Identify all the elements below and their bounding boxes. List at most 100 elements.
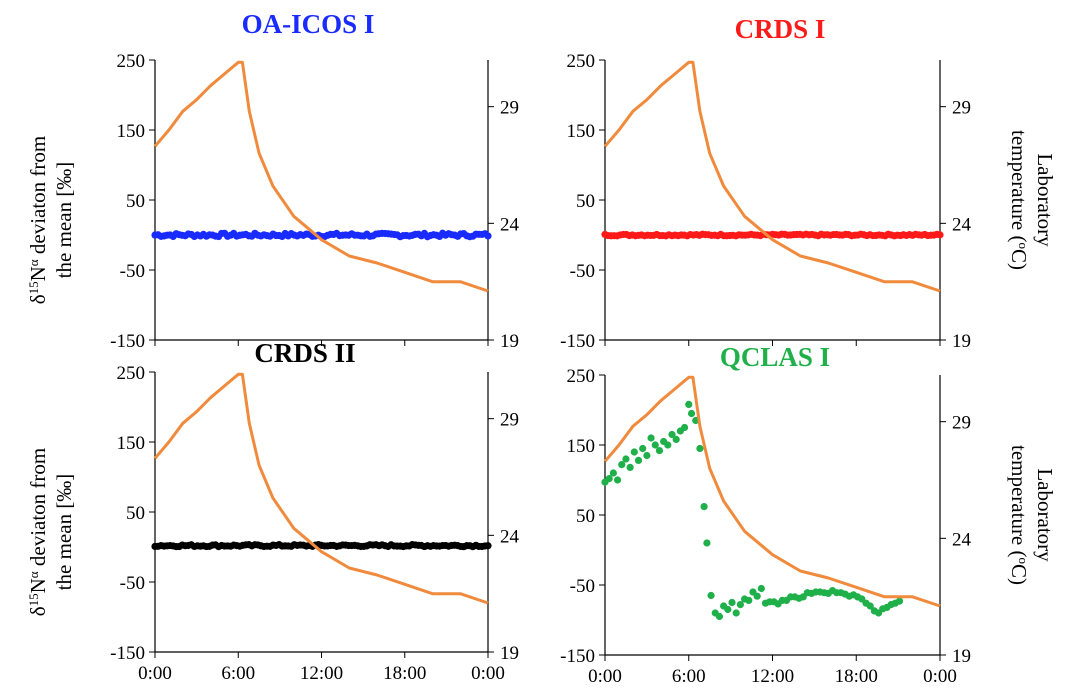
x-tick-label: 12:00 (751, 666, 794, 687)
data-point (626, 463, 634, 471)
y2-axis-label-line1: Laboratory (1033, 468, 1057, 562)
y-tick-label: 250 (567, 366, 596, 387)
y-tick-label: 150 (567, 121, 596, 142)
y-axis-label-line2: the mean [‰] (52, 474, 76, 591)
data-point (609, 469, 617, 477)
x-tick-label: 18:00 (383, 663, 426, 684)
y-axis-label-sup: 15 (26, 593, 41, 606)
y-axis-label-alpha: α (26, 259, 41, 266)
data-point (728, 598, 736, 607)
chart-title: CRDS I (735, 14, 826, 44)
y-tick-label: -50 (120, 261, 145, 282)
data-point (866, 602, 874, 610)
data-point (687, 409, 696, 418)
y-tick-label: 150 (117, 433, 146, 454)
y-axis-label-rest: deviaton from (26, 448, 50, 572)
y-tick-label: -50 (570, 261, 595, 282)
y-tick-label: 50 (576, 191, 595, 212)
y-tick-label: 150 (567, 436, 596, 457)
y2-tick-label: 24 (500, 214, 520, 235)
x-tick-label: 0:00 (471, 663, 505, 684)
chart-title: OA-ICOS I (242, 9, 375, 39)
data-point (634, 456, 643, 464)
y-axis-label-alpha: α (26, 571, 41, 578)
y2-tick-label: 29 (500, 98, 519, 119)
data-point (685, 400, 693, 408)
x-tick-label: 0:00 (923, 666, 957, 687)
data-point (613, 476, 622, 484)
y2-axis-label-line1: Laboratory (1033, 153, 1057, 247)
y2-axis-label-unit: C) (1007, 564, 1031, 585)
data-point (736, 601, 744, 609)
y-axis-label-n: N (26, 266, 50, 281)
y-tick-label: 150 (117, 121, 146, 142)
chart-panel-2: CRDS I 250 150 50 -50 -150 29 24 19 Laboratorytem… (560, 14, 1057, 352)
chart-panel-1: OA-ICOS I 250 150 50 -50 -150 29 24 19 δ15Nα devi… (26, 9, 520, 352)
data-point (618, 461, 626, 469)
y-axis-label-line1: δ (26, 294, 50, 304)
temperature-line (603, 60, 941, 293)
data-point (664, 441, 672, 449)
y-axis-label-right: Laboratorytemperature (oC) (1007, 130, 1057, 270)
data-point (707, 591, 715, 600)
y2-tick-label: 19 (500, 331, 519, 352)
data-point (703, 539, 711, 547)
y-axis-label-left: δ15Nα deviaton fromthe mean [‰] (26, 448, 77, 617)
data-point (680, 423, 689, 432)
y-tick-label: -150 (560, 646, 595, 667)
y-axis-label-rest: deviaton from (26, 136, 50, 260)
data-point (895, 597, 904, 605)
y2-tick-label: 19 (952, 646, 971, 667)
data-point (647, 434, 655, 442)
y-axis-label-right: Laboratorytemperature (oC) (1007, 445, 1057, 585)
y-axis-label-n: N (26, 578, 50, 593)
y2-axis-label-degree: o (1017, 558, 1032, 565)
data-point (622, 455, 630, 463)
y2-tick-label: 24 (500, 526, 520, 547)
chart-title: QCLAS I (720, 342, 830, 372)
chart-title: CRDS II (254, 338, 355, 368)
y-tick-label: -50 (120, 573, 145, 594)
y2-tick-label: 19 (500, 643, 519, 664)
y2-tick-label: 24 (952, 529, 972, 550)
y-axis-label-sup: 15 (26, 281, 41, 294)
data-point (724, 605, 732, 614)
y2-tick-label: 29 (500, 410, 519, 431)
y-axis-label-left: δ15Nα deviaton fromthe mean [‰] (26, 136, 77, 305)
data-point (651, 441, 659, 449)
data-point (732, 609, 740, 617)
y-tick-label: -50 (570, 576, 595, 597)
y2-axis-label-degree: o (1017, 243, 1032, 250)
y-axis-label-line2: the mean [‰] (52, 162, 76, 279)
y2-axis-label-line2: temperature ( (1007, 445, 1031, 558)
data-point (668, 430, 676, 439)
data-point (643, 451, 651, 460)
y-tick-label: 250 (117, 51, 146, 72)
x-tick-label: 18:00 (835, 666, 878, 687)
y2-axis-label-unit: C) (1007, 249, 1031, 270)
y-tick-label: -150 (110, 643, 145, 664)
data-point (484, 232, 492, 240)
y2-tick-label: 29 (952, 413, 971, 434)
temperature-line (153, 60, 489, 293)
y-tick-label: 50 (576, 506, 595, 527)
y-tick-label: 250 (567, 51, 596, 72)
x-tick-label: 0:00 (588, 666, 622, 687)
y-tick-label: -150 (560, 331, 595, 352)
y-tick-label: 50 (126, 503, 145, 524)
data-point (745, 596, 753, 605)
y2-tick-label: 19 (952, 331, 971, 352)
x-tick-label: 6:00 (672, 666, 706, 687)
data-point (715, 612, 724, 621)
y2-tick-label: 29 (952, 98, 971, 119)
data-point (639, 444, 647, 453)
data-point (672, 435, 680, 443)
x-tick-label: 12:00 (300, 663, 343, 684)
y2-axis-label-line2: temperature ( (1007, 130, 1031, 243)
data-point (605, 475, 613, 483)
y-tick-label: -150 (110, 331, 145, 352)
data-point (630, 448, 638, 456)
